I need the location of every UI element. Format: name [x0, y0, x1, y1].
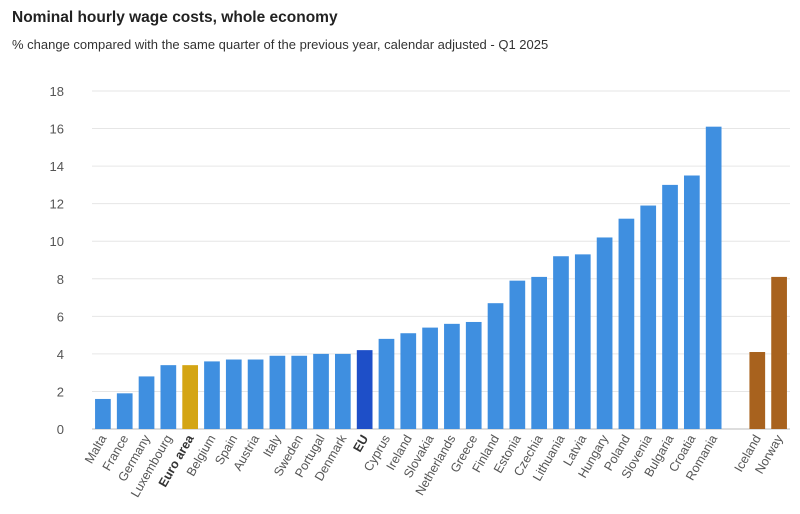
x-tick-label: EU [350, 433, 371, 455]
bar-sweden [291, 355, 308, 429]
bar-lithuania [553, 256, 569, 429]
bar-croatia [683, 175, 700, 429]
y-tick-label: 16 [50, 122, 64, 137]
bar-netherlands [444, 323, 460, 429]
bar-luxembourg [160, 365, 177, 429]
y-tick-label: 8 [57, 272, 64, 287]
bar-france [116, 393, 133, 429]
bar-euro-area [182, 365, 199, 429]
bars [95, 126, 787, 429]
bar-slovenia [640, 205, 657, 429]
bar-slovakia [422, 327, 438, 429]
y-tick-label: 2 [57, 384, 64, 399]
chart-subtitle: % change compared with the same quarter … [12, 37, 549, 52]
bar-bulgaria [662, 184, 678, 429]
bar-finland [487, 303, 504, 429]
bar-iceland [749, 352, 766, 429]
bar-belgium [204, 361, 220, 429]
bar-malta [95, 398, 111, 429]
bar-greece [465, 321, 482, 429]
bar-czechia [531, 276, 548, 429]
bar-poland [618, 218, 635, 429]
bar-hungary [596, 237, 613, 429]
y-tick-label: 10 [50, 234, 64, 249]
y-tick-label: 0 [57, 422, 64, 437]
bar-italy [269, 355, 286, 429]
bar-norway [771, 276, 787, 429]
y-tick-label: 18 [50, 84, 64, 99]
bar-cyprus [378, 338, 395, 429]
bar-austria [247, 359, 264, 429]
y-tick-label: 14 [50, 159, 64, 174]
bar-ireland [400, 333, 417, 429]
bar-portugal [313, 353, 329, 429]
y-axis-ticks: 0 2 4 6 8 10 12 14 16 18 [50, 84, 64, 437]
bar-eu [356, 350, 373, 429]
bar-romania [705, 126, 722, 429]
y-tick-label: 6 [57, 309, 64, 324]
bar-spain [225, 359, 242, 429]
bar-germany [138, 376, 155, 429]
y-tick-label: 4 [57, 347, 64, 362]
y-tick-label: 12 [50, 197, 64, 212]
bar-estonia [509, 280, 526, 429]
bar-denmark [334, 353, 351, 429]
bar-latvia [574, 254, 591, 429]
chart-title: Nominal hourly wage costs, whole economy [12, 9, 338, 26]
